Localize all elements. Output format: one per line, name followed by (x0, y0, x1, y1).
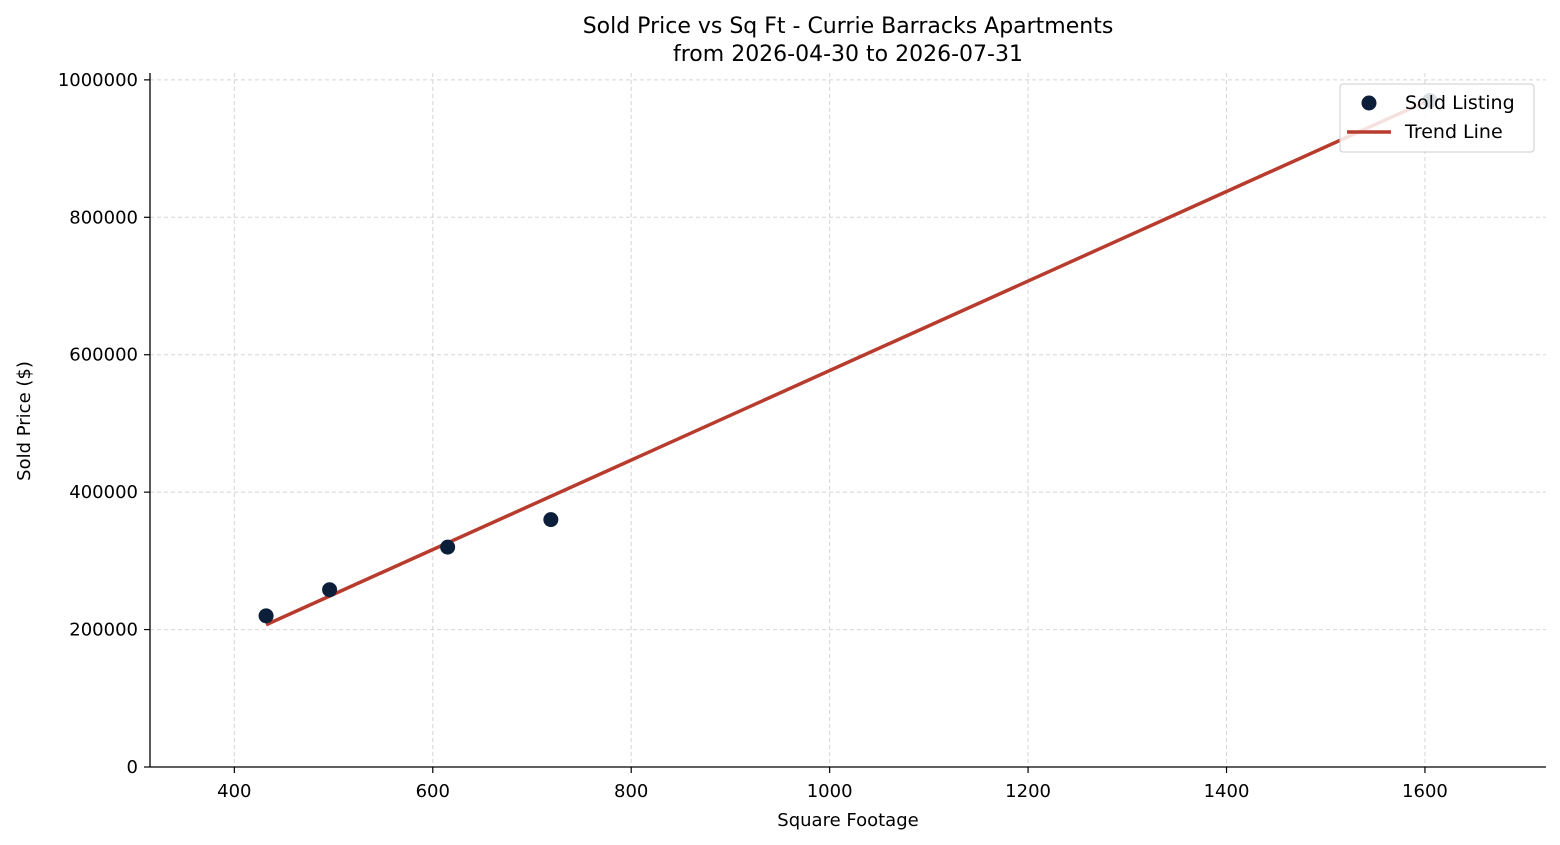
data-point-0 (258, 608, 274, 624)
axes (149, 73, 1546, 768)
ticks: 400 600 800 1000 1200 1400 1600 0 200000 400000 60… (58, 70, 1448, 802)
x-tick-label: 1600 (1402, 781, 1448, 802)
y-tick-label: 600000 (69, 345, 138, 366)
y-tick-label: 0 (127, 757, 138, 778)
legend-label-trend-line: Trend Line (1404, 121, 1503, 143)
x-tick-label: 600 (416, 781, 450, 802)
y-tick-label: 200000 (69, 620, 138, 641)
data-point-1 (322, 582, 338, 598)
x-tick-label: 1400 (1204, 781, 1250, 802)
trend-line-series (265, 98, 1431, 627)
y-tick-label: 800000 (69, 207, 138, 228)
x-tick-label: 1200 (1005, 781, 1051, 802)
data-point-2 (440, 539, 456, 555)
y-tick-label: 400000 (69, 482, 138, 503)
chart-subtitle: from 2026-04-30 to 2026-07-31 (673, 42, 1023, 67)
x-tick-label: 800 (614, 781, 648, 802)
y-tick-label: 1000000 (58, 70, 138, 91)
y-axis-label: Sold Price ($) (14, 361, 35, 481)
grid (150, 73, 1546, 768)
scatter-series (258, 92, 1438, 624)
x-axis-label: Square Footage (777, 810, 918, 831)
legend-box (1339, 83, 1535, 153)
data-point-3 (543, 512, 559, 528)
chart-title: Sold Price vs Sq Ft - Currie Barracks Ap… (583, 14, 1114, 39)
legend-scatter-marker (1361, 95, 1377, 111)
trend-line (265, 98, 1431, 627)
x-tick-label: 400 (217, 781, 251, 802)
legend-label-sold-listing: Sold Listing (1405, 92, 1515, 114)
legend: Sold Listing Trend Line (1339, 83, 1535, 153)
x-tick-label: 1000 (807, 781, 853, 802)
